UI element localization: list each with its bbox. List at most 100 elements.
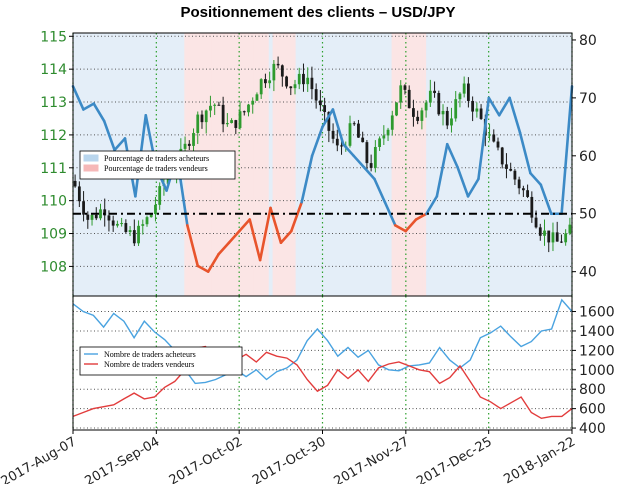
right-tick-label: 70 <box>579 91 597 107</box>
candle-body <box>466 83 470 101</box>
candle-body <box>103 209 107 216</box>
left-axis-ticks: 115 114 113 112 111 110 109 108 <box>40 29 73 275</box>
left-tick-label: 114 <box>40 62 67 78</box>
background-band <box>376 33 381 296</box>
background-band <box>318 33 323 296</box>
legend-box <box>79 346 243 376</box>
background-band <box>257 33 262 296</box>
candle-body <box>560 241 563 243</box>
left-tick-label: 112 <box>40 128 67 144</box>
candle-body <box>264 79 267 84</box>
candle-body <box>77 186 81 202</box>
candle-body <box>450 118 453 126</box>
background-band <box>545 33 550 296</box>
background-band <box>295 33 300 296</box>
percentage-segment <box>227 229 241 245</box>
candle-body <box>251 100 255 105</box>
candle-body <box>352 123 356 125</box>
background-band <box>460 33 466 296</box>
x-tick-label: 2018-Jan-22 <box>501 434 578 484</box>
right-tick-label: 600 <box>579 402 606 418</box>
candle-body <box>500 147 504 165</box>
legend-label: Pourcentage de traders vendeurs <box>104 164 208 173</box>
background-band <box>337 33 343 296</box>
background-band <box>552 33 558 296</box>
background-band <box>449 33 454 296</box>
candle-body <box>200 114 204 123</box>
percentage-segment <box>529 171 543 187</box>
background-band <box>280 33 285 296</box>
background-band <box>330 33 335 296</box>
candle-body <box>416 116 420 121</box>
candle-body <box>441 110 445 115</box>
candle-body <box>331 130 335 139</box>
background-band <box>334 33 339 296</box>
background-band <box>341 33 347 296</box>
background-band <box>249 33 254 296</box>
percentage-segment <box>435 142 449 198</box>
sellers-count-line <box>72 345 573 420</box>
background-band <box>291 33 297 296</box>
candle-body <box>221 104 225 125</box>
candle-body <box>555 232 559 242</box>
percentage-segment <box>425 195 439 216</box>
right-tick-label: 40 <box>579 265 597 281</box>
legend-label: Nombre de traders acheteurs <box>104 350 196 359</box>
legend-top: Pourcentage de traders acheteursPourcent… <box>79 150 236 180</box>
percentage-segment <box>248 218 262 262</box>
background-band <box>399 33 404 296</box>
candle-body <box>302 73 305 85</box>
candle-body <box>568 224 572 234</box>
legend-box <box>79 150 236 180</box>
background-band <box>349 33 354 296</box>
candle-body <box>365 142 369 164</box>
background-band <box>322 33 327 296</box>
candle-body <box>327 112 331 131</box>
background-band <box>568 33 573 296</box>
candle-body <box>521 188 525 191</box>
candle-body <box>424 102 428 111</box>
candle-body <box>386 129 390 136</box>
candle-body <box>517 179 521 189</box>
percentage-segment <box>497 96 511 117</box>
count-lines <box>72 298 573 420</box>
candle-body <box>420 110 424 121</box>
candle-body <box>141 224 145 226</box>
candle-body <box>445 110 449 126</box>
background-band <box>537 33 542 296</box>
percentage-segment <box>82 102 96 111</box>
background-band <box>499 33 504 296</box>
background-band <box>541 33 546 296</box>
bottom-panel-grid <box>72 296 573 430</box>
percentage-segment <box>487 96 501 117</box>
background-band <box>437 33 442 296</box>
percentage-segment <box>300 154 314 204</box>
candle-body <box>369 163 373 168</box>
candle-body <box>475 108 479 112</box>
candle-body <box>124 223 128 233</box>
candle-body <box>149 214 153 218</box>
x-tick-label: 2017-Oct-30 <box>250 434 328 484</box>
candle-body <box>285 76 288 87</box>
candle-body <box>530 196 534 218</box>
percentage-segment <box>456 166 470 198</box>
left-tick-label: 109 <box>40 227 67 243</box>
candle-body <box>276 63 280 66</box>
candle-body <box>86 214 90 220</box>
candle-body <box>137 225 140 244</box>
candle-body <box>107 215 111 221</box>
candle-body <box>272 63 276 81</box>
background-band <box>518 33 523 296</box>
legend-swatch <box>83 164 99 172</box>
percentage-segment <box>331 108 345 146</box>
buyers-count-line <box>72 298 573 385</box>
candle-body <box>390 115 394 130</box>
background-band <box>241 33 247 296</box>
percentage-segment <box>310 125 324 158</box>
background-band <box>395 33 400 296</box>
x-axis-ticks: 2017-Aug-07 2017-Sep-04 2017-Oct-02 2017-Oc… <box>0 430 578 484</box>
percentage-segment <box>560 84 574 216</box>
candle-body <box>458 93 462 100</box>
